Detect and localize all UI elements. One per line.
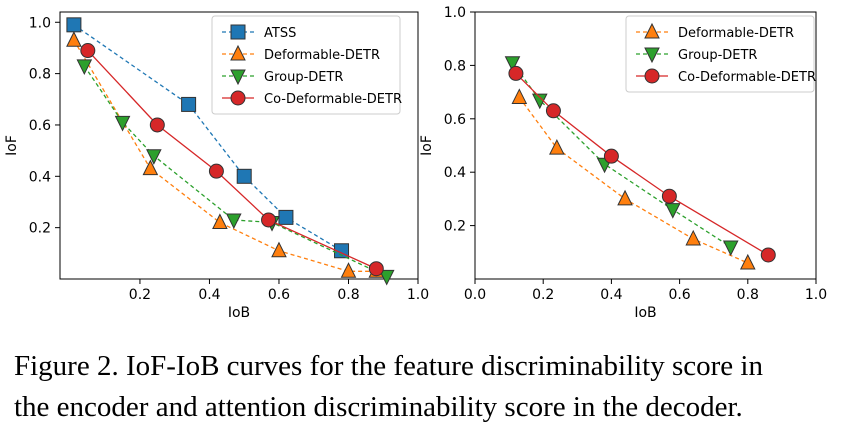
data-point-group-detr xyxy=(664,203,681,219)
x-tick-label: 0.6 xyxy=(668,287,690,303)
y-tick-label: 0.8 xyxy=(444,58,466,74)
caption-line-1: Figure 2. IoF-IoB curves for the feature… xyxy=(14,350,763,382)
legend-marker xyxy=(644,68,660,84)
legend-label: ATSS xyxy=(264,26,296,41)
legend-marker xyxy=(230,90,246,106)
legend-label: Co-Deformable-DETR xyxy=(264,92,402,107)
x-axis-label: IoB xyxy=(228,305,250,321)
series-line-co-deformable-detr xyxy=(515,72,769,256)
y-tick-label: 0.4 xyxy=(444,165,466,181)
caption-line-2: the encoder and attention discriminabili… xyxy=(14,391,743,423)
data-point-co-deformable-detr xyxy=(603,148,619,164)
x-tick-label: 0.4 xyxy=(600,287,622,303)
x-tick-label: 0.0 xyxy=(464,287,486,303)
data-point-deformable-detr xyxy=(340,262,357,278)
data-point-deformable-detr xyxy=(212,213,228,230)
data-point-co-deformable-detr xyxy=(760,247,776,263)
data-point-deformable-detr xyxy=(511,88,528,104)
y-tick-label: 0.4 xyxy=(29,169,51,185)
plot-frame xyxy=(474,11,817,280)
legend-label: Deformable-DETR xyxy=(264,48,380,63)
chart-right: 0.0 0.2 0.4 0.6 0.8 1.0 0.2 0.4 0.6 0.8 1.0 IoB IoF D… xyxy=(419,5,827,321)
x-axis-label: IoB xyxy=(634,305,656,321)
chart-left: 0.2 0.4 0.6 0.8 1.0 0.2 0.4 0.6 0.8 1.0 IoB IoF ATSS… xyxy=(4,11,429,321)
figure-caption: Figure 2. IoF-IoB curves for the feature… xyxy=(14,346,854,428)
data-point-atss xyxy=(66,17,82,33)
x-tick-label: 0.8 xyxy=(337,287,359,303)
data-point-deformable-detr xyxy=(66,31,82,47)
data-point-co-deformable-detr xyxy=(368,261,384,277)
data-point-atss xyxy=(236,168,252,184)
legend-marker xyxy=(230,44,246,61)
data-point-co-deformable-detr xyxy=(208,163,224,179)
series-line-deformable-detr xyxy=(518,97,749,264)
x-tick-label: 1.0 xyxy=(805,287,827,303)
x-tick-label: 0.4 xyxy=(198,287,220,303)
data-point-co-deformable-detr xyxy=(80,43,96,59)
series-line-atss xyxy=(73,24,342,252)
data-point-co-deformable-detr xyxy=(545,103,561,119)
data-point-group-detr xyxy=(114,115,131,132)
data-point-group-detr xyxy=(76,59,93,76)
data-point-group-detr xyxy=(504,56,521,72)
data-point-deformable-detr xyxy=(549,139,565,155)
legend-label: Group-DETR xyxy=(264,70,343,85)
y-tick-label: 0.2 xyxy=(29,221,51,237)
data-point-deformable-detr xyxy=(685,229,702,246)
data-point-deformable-detr xyxy=(739,253,756,270)
data-point-co-deformable-detr xyxy=(661,188,677,204)
y-axis-label: IoF xyxy=(4,135,20,156)
data-point-co-deformable-detr xyxy=(261,212,277,228)
legend-marker xyxy=(644,22,660,39)
y-tick-label: 0.2 xyxy=(444,219,466,235)
legend-marker xyxy=(230,24,246,40)
data-point-deformable-detr xyxy=(617,189,633,206)
data-point-atss xyxy=(181,96,197,112)
data-point-co-deformable-detr xyxy=(508,65,524,81)
legend-marker xyxy=(230,69,246,86)
y-tick-label: 0.8 xyxy=(29,67,51,83)
y-tick-label: 1.0 xyxy=(29,15,51,31)
legend-marker xyxy=(644,47,660,64)
data-point-deformable-detr xyxy=(271,241,287,258)
y-axis-label: IoF xyxy=(419,135,435,156)
x-tick-label: 0.2 xyxy=(532,287,554,303)
x-tick-label: 1.0 xyxy=(407,287,429,303)
series-line-group-detr xyxy=(83,65,387,278)
data-point-atss xyxy=(278,209,294,225)
x-tick-label: 0.2 xyxy=(129,287,151,303)
x-tick-label: 0.8 xyxy=(737,287,759,303)
y-tick-label: 1.0 xyxy=(444,5,466,21)
legend-label: Co-Deformable-DETR xyxy=(678,70,816,85)
legend-label: Deformable-DETR xyxy=(678,26,794,41)
data-point-co-deformable-detr xyxy=(149,117,165,133)
y-tick-label: 0.6 xyxy=(444,112,466,128)
data-point-group-detr xyxy=(146,149,162,165)
data-point-group-detr xyxy=(531,93,548,110)
data-point-deformable-detr xyxy=(142,159,159,176)
y-tick-label: 0.6 xyxy=(29,118,51,134)
x-tick-label: 0.6 xyxy=(268,287,290,303)
data-point-group-detr xyxy=(378,269,395,286)
legend-box xyxy=(211,15,401,115)
legend-box xyxy=(625,15,815,93)
data-point-group-detr xyxy=(225,213,242,230)
series-line-deformable-detr xyxy=(73,39,377,272)
plot-frame xyxy=(59,11,419,280)
data-point-group-detr xyxy=(722,240,739,257)
legend-label: Group-DETR xyxy=(678,48,757,63)
